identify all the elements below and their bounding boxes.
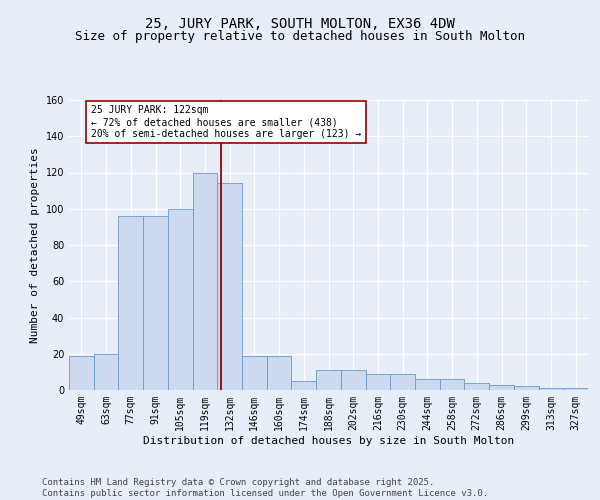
Bar [316,370,341,390]
Bar [539,388,563,390]
Bar [440,379,464,390]
Bar [143,216,168,390]
Text: Contains HM Land Registry data © Crown copyright and database right 2025.
Contai: Contains HM Land Registry data © Crown c… [42,478,488,498]
Bar [365,374,390,390]
Bar [341,370,365,390]
Bar [292,381,316,390]
Bar [514,386,539,390]
Bar [390,374,415,390]
Bar [267,356,292,390]
Bar [168,209,193,390]
Bar [242,356,267,390]
Y-axis label: Number of detached properties: Number of detached properties [30,147,40,343]
Text: Size of property relative to detached houses in South Molton: Size of property relative to detached ho… [75,30,525,43]
Text: 25, JURY PARK, SOUTH MOLTON, EX36 4DW: 25, JURY PARK, SOUTH MOLTON, EX36 4DW [145,18,455,32]
Bar [489,384,514,390]
Bar [69,356,94,390]
Bar [217,184,242,390]
Bar [464,383,489,390]
Bar [415,379,440,390]
Text: 25 JURY PARK: 122sqm
← 72% of detached houses are smaller (438)
20% of semi-deta: 25 JURY PARK: 122sqm ← 72% of detached h… [91,106,361,138]
Bar [118,216,143,390]
X-axis label: Distribution of detached houses by size in South Molton: Distribution of detached houses by size … [143,436,514,446]
Bar [563,388,588,390]
Bar [193,172,217,390]
Bar [94,354,118,390]
